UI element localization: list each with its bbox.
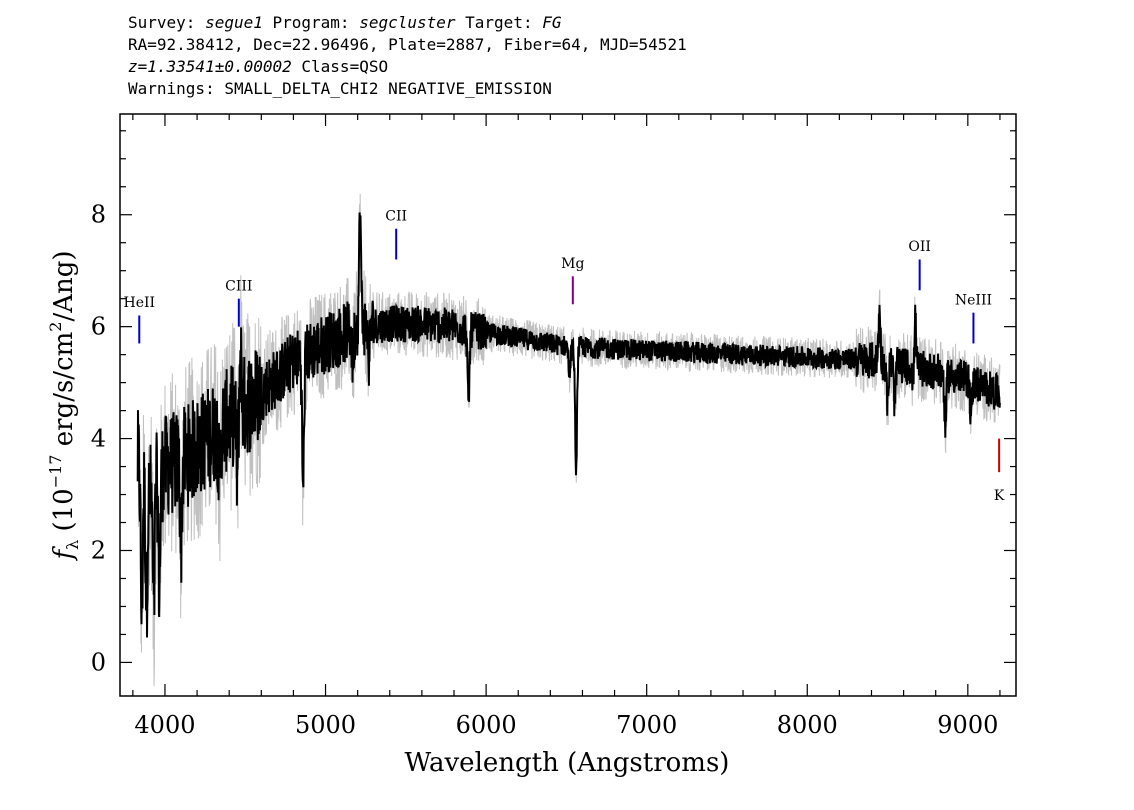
axis-ticks bbox=[120, 114, 1016, 696]
x-tick-label: 4000 bbox=[134, 711, 195, 739]
line-markers: HeII CIII CII Mg OII NeIII K bbox=[123, 208, 1004, 504]
redshift-line: z=1.33541±0.00002 Class=QSO bbox=[128, 56, 687, 78]
y-tick-label: 8 bbox=[91, 201, 106, 229]
marker-label-cii: CII bbox=[385, 208, 407, 224]
warnings-line: Warnings: SMALL_DELTA_CHI2 NEGATIVE_EMIS… bbox=[128, 79, 552, 98]
survey-line: Survey: segue1 Program: segcluster Targe… bbox=[128, 12, 687, 34]
coordinates-line: RA=92.38412, Dec=22.96496, Plate=2887, F… bbox=[128, 35, 687, 54]
marker-label-ciii: CIII bbox=[225, 278, 252, 294]
class-value: Class=QSO bbox=[291, 57, 389, 76]
tick-labels: 4000 5000 6000 7000 8000 9000 0 2 4 6 8 bbox=[91, 201, 999, 739]
target-label: Target: bbox=[455, 13, 543, 32]
marker-label-oii: OII bbox=[908, 239, 931, 255]
marker-label-k: K bbox=[994, 488, 1005, 504]
y-tick-label: 4 bbox=[91, 425, 106, 453]
marker-label-neiii: NeIII bbox=[955, 292, 992, 308]
x-tick-label: 6000 bbox=[456, 711, 517, 739]
x-tick-label: 7000 bbox=[616, 711, 677, 739]
x-tick-label: 9000 bbox=[937, 711, 998, 739]
redshift-value: z=1.33541±0.00002 bbox=[128, 57, 292, 76]
x-tick-label: 5000 bbox=[295, 711, 356, 739]
smoothed-flux-line bbox=[136, 212, 1001, 638]
y-tick-label: 0 bbox=[91, 648, 106, 676]
x-tick-label: 8000 bbox=[777, 711, 838, 739]
program-label: Program: bbox=[262, 13, 360, 32]
program-value: segcluster bbox=[359, 13, 456, 32]
marker-label-mg: Mg bbox=[561, 256, 584, 272]
y-tick-label: 2 bbox=[91, 537, 106, 565]
y-tick-label: 6 bbox=[91, 313, 106, 341]
spectrum-header: Survey: segue1 Program: segcluster Targe… bbox=[128, 12, 687, 100]
marker-label-heii: HeII bbox=[123, 295, 155, 311]
smoothed-flux-series bbox=[136, 212, 1001, 638]
x-axis-label: Wavelength (Angstroms) bbox=[405, 748, 730, 778]
survey-label: Survey: bbox=[128, 13, 206, 32]
target-value: FG bbox=[542, 13, 562, 32]
survey-value: segue1 bbox=[205, 13, 263, 32]
y-axis-label: fλ (10−17 erg/s/cm2/Ang) bbox=[46, 250, 82, 561]
plot-frame bbox=[119, 113, 1017, 697]
